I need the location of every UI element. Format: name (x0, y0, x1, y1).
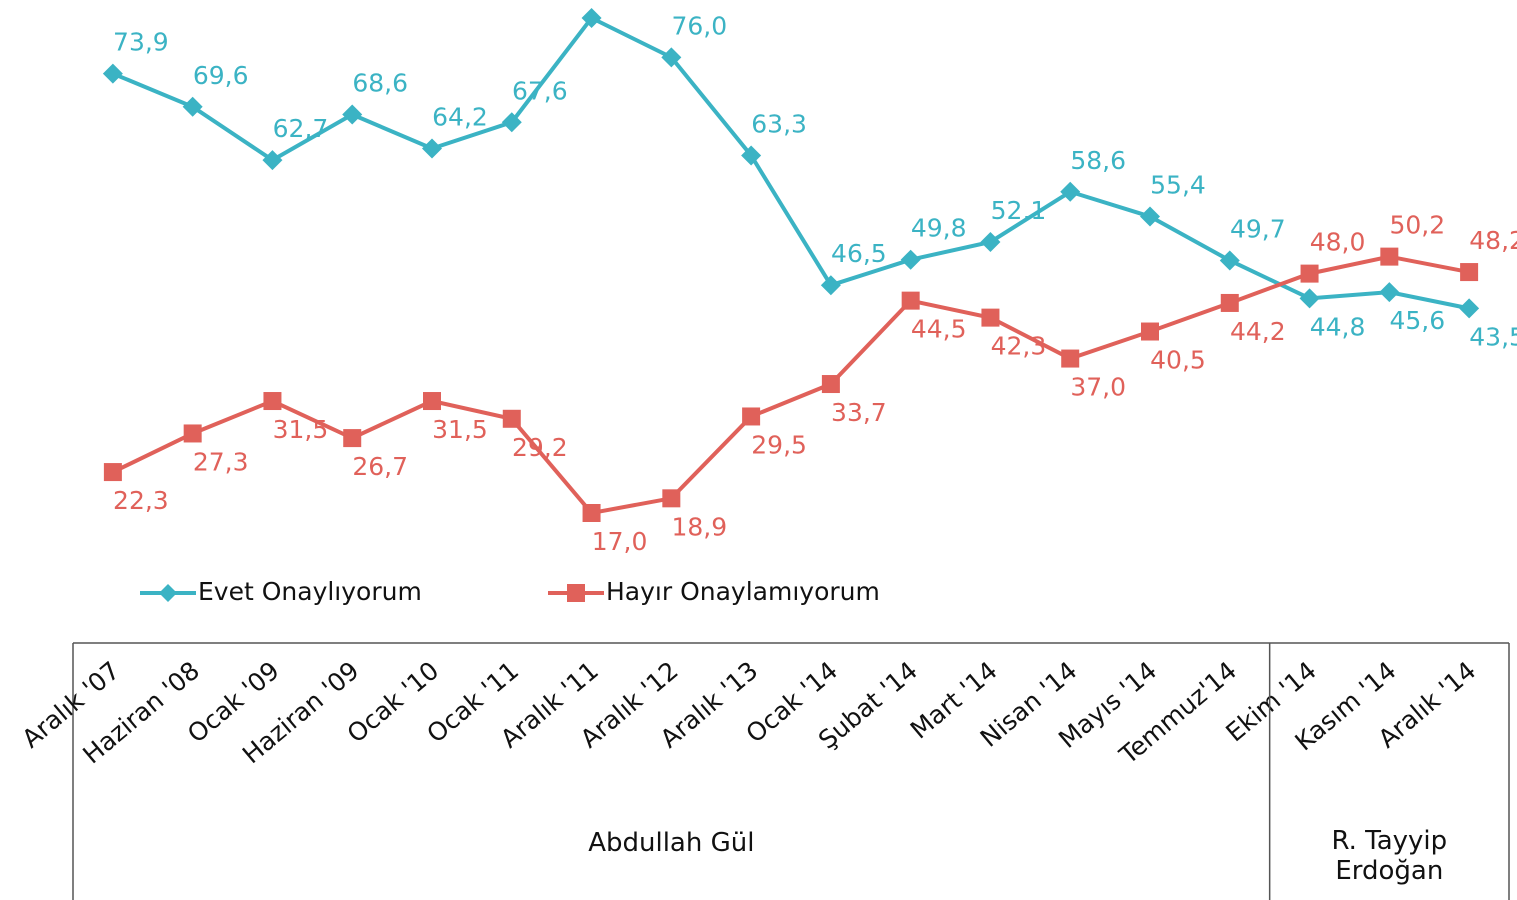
marker (662, 489, 681, 508)
data-label: 29,5 (751, 430, 807, 459)
data-label: 76,0 (671, 11, 727, 40)
marker (1219, 250, 1240, 271)
series-line (112, 254, 1470, 516)
legend-marker (159, 584, 177, 602)
marker (343, 429, 362, 448)
group-label: Abdullah Gül (588, 828, 755, 858)
data-label: 31,5 (273, 415, 329, 444)
marker (502, 409, 521, 428)
marker (1300, 264, 1319, 283)
data-label: 63,3 (751, 109, 807, 138)
marker (1459, 298, 1480, 319)
data-label: 18,9 (671, 512, 727, 541)
legend-marker (567, 584, 585, 602)
marker (103, 463, 122, 482)
data-label: 67,6 (512, 76, 568, 105)
data-label: 81,1 (592, 0, 648, 1)
marker (1141, 322, 1159, 341)
marker (901, 291, 920, 310)
data-label: 68,6 (352, 69, 408, 98)
data-label: 44,2 (1230, 317, 1286, 346)
marker (900, 249, 921, 270)
data-label: 44,5 (911, 315, 967, 344)
marker (1380, 247, 1399, 266)
data-label: 17,0 (592, 527, 648, 556)
marker (820, 275, 841, 296)
marker (1061, 349, 1080, 368)
marker (102, 63, 123, 84)
marker (742, 407, 761, 426)
data-label: 48,0 (1310, 228, 1366, 257)
data-label: 52,1 (991, 196, 1047, 225)
marker (423, 392, 441, 411)
marker (501, 112, 522, 133)
data-label: 31,5 (432, 415, 488, 444)
marker (821, 375, 840, 394)
data-label: 22,3 (113, 486, 169, 515)
marker (263, 392, 282, 411)
data-label: 26,7 (352, 452, 408, 481)
marker (1379, 282, 1400, 303)
marker (741, 145, 762, 166)
marker (980, 231, 1001, 252)
data-label: 49,7 (1230, 214, 1286, 243)
series-line (112, 15, 1470, 311)
data-label: 27,3 (193, 447, 249, 476)
marker (1460, 263, 1479, 282)
marker (422, 138, 442, 159)
marker (1299, 288, 1320, 309)
marker (1140, 206, 1160, 227)
data-label: 44,8 (1310, 312, 1366, 341)
marker (582, 504, 601, 522)
marker (342, 104, 363, 125)
group-label: R. Tayyip Erdoğan (1331, 826, 1448, 886)
marker (581, 8, 602, 28)
data-label: 46,5 (831, 239, 887, 268)
marker (661, 47, 682, 68)
data-label: 43,5 (1469, 322, 1517, 351)
data-label: 58,6 (1070, 146, 1126, 175)
marker (262, 150, 283, 171)
legend-label: Hayır Onaylamıyorum (606, 577, 880, 606)
marker (1060, 181, 1081, 202)
data-label: 50,2 (1389, 211, 1445, 240)
marker (1220, 293, 1239, 312)
data-label: 49,8 (911, 214, 967, 243)
data-label: 69,6 (193, 61, 249, 90)
data-label: 45,6 (1389, 306, 1445, 335)
marker (183, 424, 202, 443)
marker (981, 308, 1000, 327)
data-label: 29,2 (512, 433, 568, 462)
data-label: 62,7 (273, 114, 329, 143)
data-label: 40,5 (1150, 346, 1206, 375)
data-label: 48,2 (1469, 226, 1517, 255)
data-label: 64,2 (432, 103, 488, 132)
data-label: 55,4 (1150, 170, 1206, 199)
data-label: 37,0 (1070, 373, 1126, 402)
data-label: 73,9 (113, 28, 169, 57)
data-label: 33,7 (831, 398, 887, 427)
data-label: 42,3 (991, 332, 1047, 361)
marker (182, 96, 203, 117)
legend-label: Evet Onaylıyorum (198, 577, 422, 606)
